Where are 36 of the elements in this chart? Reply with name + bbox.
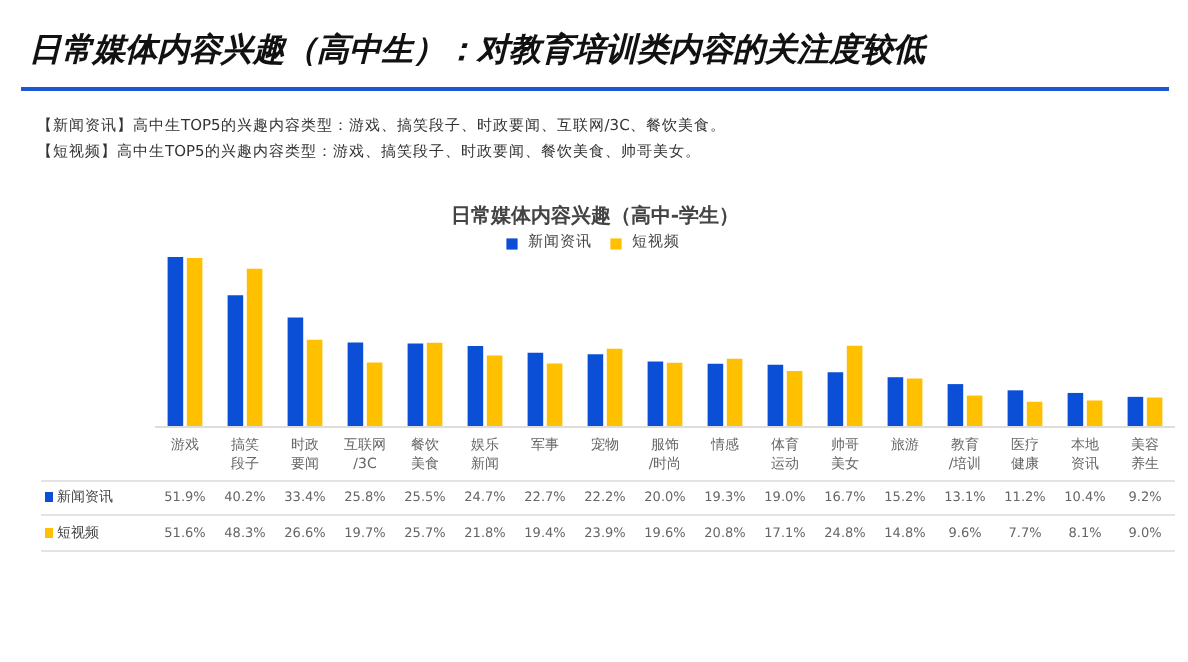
bar xyxy=(1026,401,1043,427)
bar xyxy=(906,378,923,427)
bar xyxy=(1007,390,1024,427)
bar xyxy=(306,339,323,427)
bar xyxy=(707,363,724,427)
bar xyxy=(726,358,743,427)
bar xyxy=(546,363,563,427)
chart-title: 日常媒体内容兴趣（高中生）：对教育培训类内容的关注度较低 xyxy=(29,30,929,68)
bar xyxy=(1127,396,1144,427)
bar xyxy=(186,257,203,427)
bar xyxy=(467,346,484,427)
bar xyxy=(786,370,803,427)
bar xyxy=(606,348,623,427)
bar xyxy=(1146,397,1163,427)
bar xyxy=(1086,400,1103,427)
bar xyxy=(246,268,263,427)
bar xyxy=(767,364,784,427)
bar xyxy=(366,362,383,427)
bar xyxy=(1067,392,1084,427)
bar xyxy=(947,384,964,427)
bar xyxy=(647,361,664,427)
bar xyxy=(407,343,424,427)
bar xyxy=(426,342,443,427)
chart-subtitle: 日常媒体内容兴趣（高中-学生） xyxy=(450,204,740,228)
bar xyxy=(666,362,683,427)
bar xyxy=(827,372,844,427)
bar xyxy=(846,345,863,427)
bar xyxy=(347,342,364,427)
bar xyxy=(167,257,184,427)
bar xyxy=(966,395,983,427)
bar xyxy=(887,377,904,427)
bar xyxy=(227,295,244,427)
bar xyxy=(287,317,304,427)
bar xyxy=(486,355,503,427)
bar xyxy=(587,354,604,427)
bar xyxy=(527,352,544,427)
